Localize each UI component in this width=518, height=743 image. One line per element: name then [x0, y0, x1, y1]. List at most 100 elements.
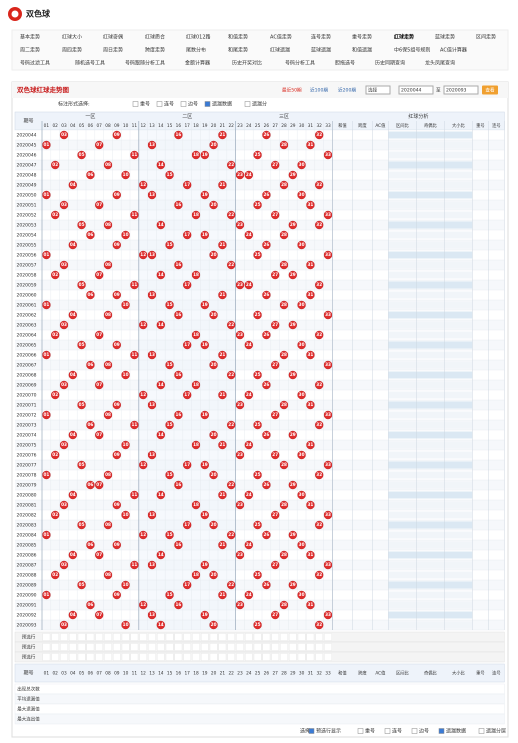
- preselect-cell[interactable]: [201, 653, 209, 661]
- preselect-cell[interactable]: [324, 633, 332, 641]
- nav-link[interactable]: 连号走势: [311, 34, 331, 41]
- nav-link[interactable]: 红球质合: [145, 34, 165, 41]
- preselect-cell[interactable]: [218, 633, 227, 641]
- preselect-cell[interactable]: [209, 653, 218, 661]
- preselect-cell[interactable]: [315, 633, 323, 641]
- preselect-cell[interactable]: [165, 633, 174, 641]
- preselect-cell[interactable]: [280, 653, 288, 661]
- preselect-cell[interactable]: [157, 653, 165, 661]
- preselect-cell[interactable]: [148, 633, 156, 641]
- nav-link[interactable]: 重号走势: [352, 34, 372, 41]
- preselect-cell[interactable]: [183, 633, 191, 641]
- range-link[interactable]: 近100期: [310, 87, 328, 94]
- preselect-cell[interactable]: [69, 653, 77, 661]
- preselect-cell[interactable]: [192, 633, 200, 641]
- nav-link[interactable]: 历史开奖对比: [232, 60, 262, 67]
- nav-link[interactable]: 胆拖选号: [335, 60, 355, 67]
- preselect-cell[interactable]: [306, 643, 315, 651]
- preselect-cell[interactable]: [51, 633, 59, 641]
- nav-link[interactable]: 基本走势: [20, 34, 40, 41]
- preselect-cell[interactable]: [157, 633, 165, 641]
- preselect-cell[interactable]: [139, 633, 147, 641]
- checkbox-label[interactable]: 连号: [164, 101, 174, 108]
- range-link[interactable]: 近200期: [338, 87, 356, 94]
- nav-link[interactable]: 龙头凤尾查询: [425, 60, 455, 67]
- preselect-cell[interactable]: [51, 653, 59, 661]
- nav-link[interactable]: 和值遗漏: [352, 47, 372, 54]
- preselect-cell[interactable]: [280, 633, 288, 641]
- preselect-cell[interactable]: [51, 643, 59, 651]
- checkbox[interactable]: [478, 728, 485, 734]
- checkbox-label[interactable]: 遗漏数据: [446, 728, 466, 735]
- checkbox-label[interactable]: 边号: [188, 101, 198, 108]
- preselect-cell[interactable]: [306, 633, 315, 641]
- preselect-cell[interactable]: [174, 653, 183, 661]
- preselect-cell[interactable]: [297, 633, 306, 641]
- preselect-cell[interactable]: [245, 633, 253, 641]
- preselect-cell[interactable]: [148, 643, 156, 651]
- checkbox[interactable]: [204, 101, 211, 107]
- checkbox[interactable]: [438, 728, 445, 734]
- preselect-cell[interactable]: [227, 653, 235, 661]
- preselect-cell[interactable]: [183, 653, 191, 661]
- preselect-cell[interactable]: [113, 633, 121, 641]
- preselect-cell[interactable]: [77, 653, 86, 661]
- preselect-cell[interactable]: [95, 653, 103, 661]
- preselect-cell[interactable]: [245, 643, 253, 651]
- checkbox[interactable]: [357, 728, 364, 734]
- preselect-cell[interactable]: [174, 633, 183, 641]
- preselect-cell[interactable]: [148, 653, 156, 661]
- checkbox-label[interactable]: 边号: [419, 728, 429, 735]
- preselect-cell[interactable]: [297, 653, 306, 661]
- checkbox-label[interactable]: 预选行显示: [316, 728, 341, 735]
- nav-link[interactable]: 和值走势: [228, 34, 248, 41]
- preselect-cell[interactable]: [95, 643, 103, 651]
- nav-link[interactable]: 金额计算器: [185, 60, 210, 67]
- preselect-cell[interactable]: [60, 653, 68, 661]
- preselect-cell[interactable]: [192, 643, 200, 651]
- nav-link[interactable]: 周日走势: [103, 47, 123, 54]
- preselect-cell[interactable]: [324, 653, 332, 661]
- preselect-cell[interactable]: [289, 633, 297, 641]
- preselect-cell[interactable]: [262, 643, 271, 651]
- to-input[interactable]: [443, 85, 479, 95]
- checkbox-label[interactable]: 重号: [365, 728, 375, 735]
- preselect-cell[interactable]: [130, 643, 139, 651]
- preselect-cell[interactable]: [130, 653, 139, 661]
- preselect-cell[interactable]: [121, 643, 130, 651]
- checkbox-label[interactable]: 遗漏分: [252, 101, 267, 108]
- checkbox[interactable]: [308, 728, 315, 734]
- preselect-cell[interactable]: [236, 643, 244, 651]
- nav-link[interactable]: AC值走势: [270, 34, 292, 41]
- checkbox-label[interactable]: 连号: [392, 728, 402, 735]
- preselect-cell[interactable]: [253, 633, 262, 641]
- nav-link[interactable]: 和尾走势: [228, 47, 248, 54]
- preselect-cell[interactable]: [297, 643, 306, 651]
- checkbox[interactable]: [156, 101, 163, 107]
- preselect-cell[interactable]: [271, 643, 279, 651]
- preselect-cell[interactable]: [165, 643, 174, 651]
- checkbox[interactable]: [411, 728, 418, 734]
- preselect-cell[interactable]: [245, 653, 253, 661]
- preselect-cell[interactable]: [69, 633, 77, 641]
- preselect-cell[interactable]: [104, 643, 112, 651]
- nav-link[interactable]: 区间走势: [476, 34, 496, 41]
- preselect-cell[interactable]: [209, 643, 218, 651]
- preselect-cell[interactable]: [271, 653, 279, 661]
- checkbox[interactable]: [244, 101, 251, 107]
- checkbox[interactable]: [384, 728, 391, 734]
- preselect-cell[interactable]: [60, 633, 68, 641]
- preselect-cell[interactable]: [113, 653, 121, 661]
- preselect-cell[interactable]: [324, 643, 332, 651]
- nav-link[interactable]: 红球奇偶: [103, 34, 123, 41]
- preselect-cell[interactable]: [113, 643, 121, 651]
- preselect-cell[interactable]: [218, 643, 227, 651]
- preselect-cell[interactable]: [77, 643, 86, 651]
- preselect-cell[interactable]: [121, 653, 130, 661]
- nav-link[interactable]: 红球012路: [186, 34, 211, 41]
- preselect-cell[interactable]: [306, 653, 315, 661]
- preselect-cell[interactable]: [236, 653, 244, 661]
- preselect-cell[interactable]: [42, 643, 51, 651]
- nav-link[interactable]: 红球遗漏: [270, 47, 290, 54]
- preselect-cell[interactable]: [253, 653, 262, 661]
